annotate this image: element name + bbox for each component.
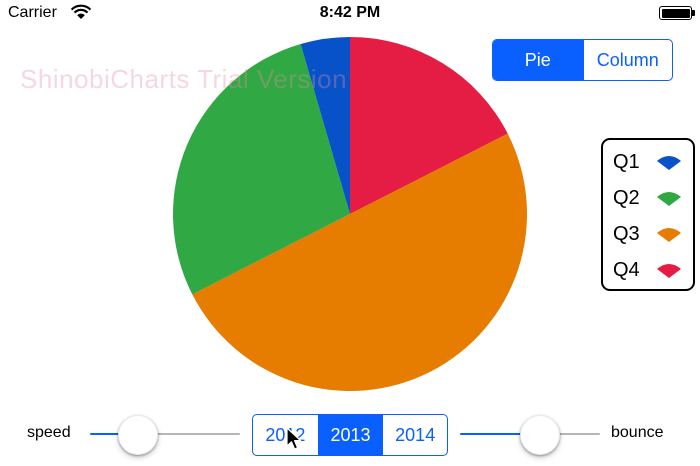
speed-label: speed — [27, 424, 71, 441]
pie-wedge-icon — [657, 192, 681, 206]
pie-wedge-icon — [657, 228, 681, 242]
legend-item-q3: Q3 — [613, 221, 683, 247]
pie-slice-q1[interactable] — [300, 37, 350, 214]
status-bar: Carrier 8:42 PM — [0, 0, 700, 26]
bounce-label: bounce — [611, 424, 664, 441]
pie-wedge-icon — [657, 156, 681, 170]
pie-slice-q4[interactable] — [350, 37, 508, 214]
chart-legend: Q1 Q2 Q3 Q4 — [601, 138, 695, 291]
mouse-cursor-icon — [286, 427, 302, 450]
speed-slider-thumb[interactable] — [117, 415, 158, 455]
pie-wedge-icon — [657, 264, 681, 278]
year-2014-option[interactable]: 2014 — [382, 415, 447, 455]
speed-track-filled — [90, 433, 138, 435]
legend-label: Q1 — [613, 150, 640, 173]
legend-item-q2: Q2 — [613, 185, 683, 211]
legend-label: Q4 — [613, 258, 640, 281]
clock: 8:42 PM — [319, 4, 381, 21]
battery-tip — [692, 10, 695, 16]
bounce-slider-thumb[interactable] — [520, 415, 560, 455]
pie-slice-q2[interactable] — [172, 44, 350, 295]
speed-slider[interactable] — [90, 414, 240, 455]
bounce-track-filled — [460, 433, 540, 435]
carrier-name: Carrier — [8, 4, 57, 21]
legend-item-q4: Q4 — [613, 257, 683, 283]
year-control: 2012 2013 2014 — [252, 414, 448, 456]
year-2013-option[interactable]: 2013 — [317, 415, 383, 455]
chart-type-control: Pie Column — [492, 39, 673, 81]
bounce-track-empty — [540, 433, 600, 435]
speed-track-empty — [137, 433, 240, 435]
legend-item-q1: Q1 — [613, 149, 683, 175]
wifi-icon — [70, 4, 92, 19]
battery-icon — [659, 6, 692, 20]
pie-slice-q3[interactable] — [192, 133, 528, 392]
pie-option[interactable]: Pie — [493, 40, 583, 80]
legend-label: Q2 — [613, 186, 640, 209]
legend-label: Q3 — [613, 222, 640, 245]
bounce-slider[interactable] — [460, 414, 600, 455]
column-option[interactable]: Column — [582, 40, 673, 80]
